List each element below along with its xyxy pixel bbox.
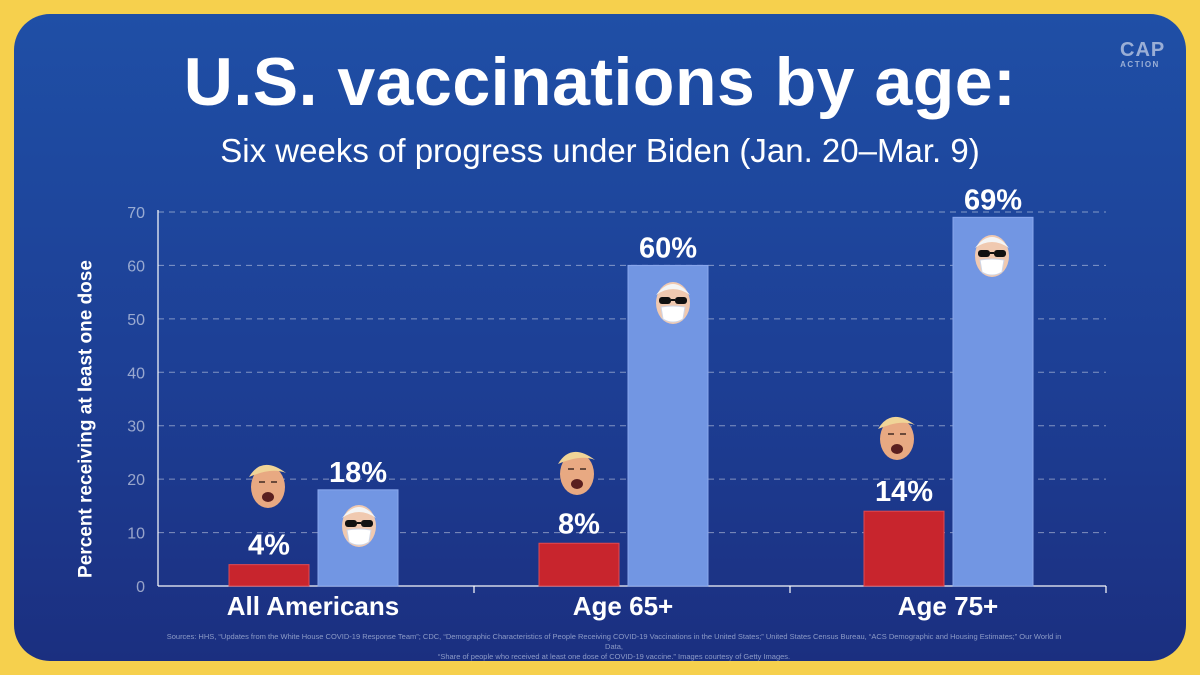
biden-masked-face-icon [656, 282, 690, 324]
y-tick-label: 40 [127, 365, 145, 382]
bar-trump-era [863, 510, 945, 587]
y-tick-label: 50 [127, 312, 145, 329]
y-tick-label: 30 [127, 419, 145, 436]
y-tick-label: 10 [127, 526, 145, 543]
y-tick-label: 60 [127, 258, 145, 275]
y-tick-label: 70 [127, 205, 145, 222]
data-label: 8% [558, 508, 600, 540]
x-category-label: Age 65+ [573, 591, 673, 621]
x-category-label: Age 75+ [898, 591, 998, 621]
x-category-label: All Americans [227, 591, 399, 621]
bar-trump-era [538, 542, 620, 587]
bar-trump-era [228, 564, 310, 587]
cap-action-logo: CAP ACTION [1120, 39, 1166, 70]
sources-line-1: Sources: HHS, “Updates from the White Ho… [166, 632, 1062, 651]
data-label: 60% [639, 232, 697, 264]
sources-line-2: “Share of people who received at least o… [437, 652, 791, 661]
chart-title: U.S. vaccinations by age: [183, 44, 1017, 120]
chart-subtitle: Six weeks of progress under Biden (Jan. … [220, 132, 980, 169]
trump-face-icon [878, 416, 915, 460]
data-label: 14% [875, 476, 933, 508]
data-label: 18% [329, 457, 387, 489]
y-tick-label: 0 [136, 579, 145, 596]
trump-face-icon [558, 451, 595, 495]
data-label: 69% [964, 184, 1022, 216]
logo-line-2: ACTION [1120, 60, 1160, 69]
data-label: 4% [248, 530, 290, 562]
logo-line-1: CAP [1120, 39, 1166, 61]
y-tick-label: 20 [127, 472, 145, 489]
bar-biden-era [952, 216, 1034, 587]
biden-masked-face-icon [975, 235, 1009, 277]
trump-face-icon [249, 464, 286, 508]
sources-note: Sources: HHS, “Updates from the White Ho… [164, 632, 1064, 661]
biden-masked-face-icon [342, 505, 376, 547]
